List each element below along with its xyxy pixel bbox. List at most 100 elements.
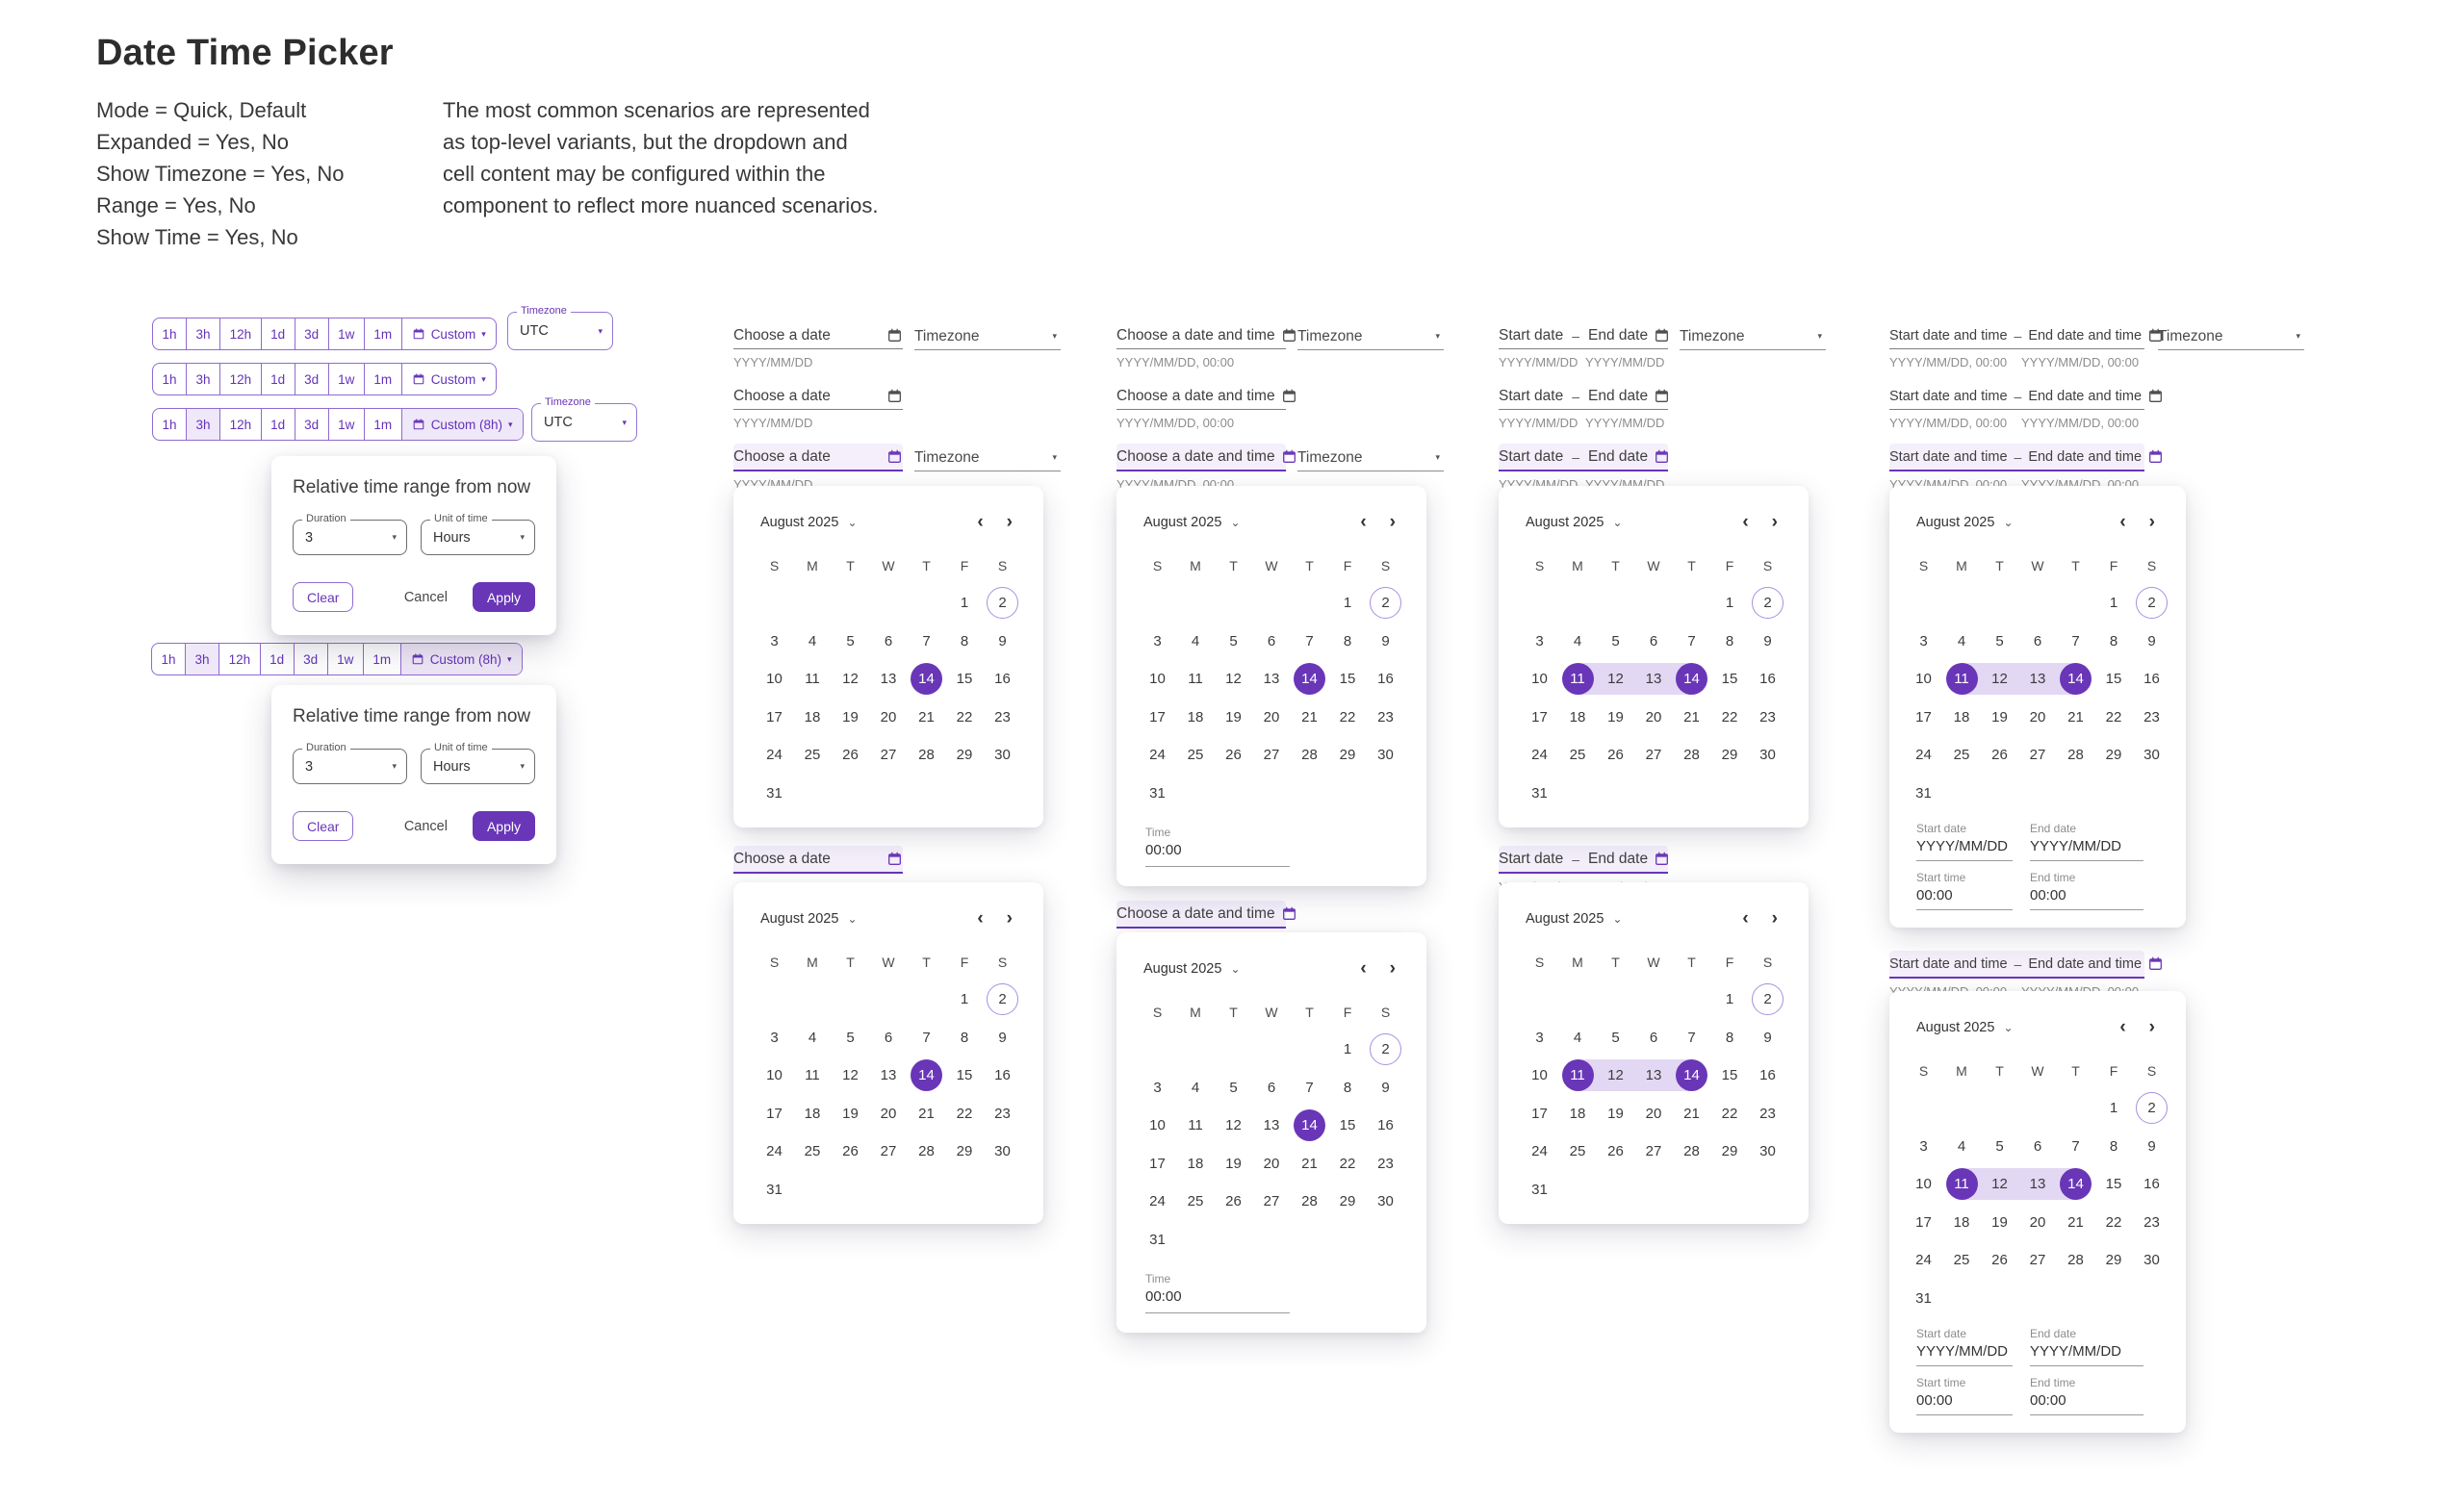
date-input-focused[interactable]: Choose a date YYYY/MM/DD <box>733 444 903 492</box>
calendar-day[interactable]: 8 <box>2109 1137 2118 1155</box>
calendar-day[interactable]: 25 <box>1569 747 1586 764</box>
calendar-day[interactable]: 26 <box>842 747 859 764</box>
calendar-day[interactable]: 17 <box>1915 1213 1932 1231</box>
calendar-day[interactable]: 20 <box>880 708 897 726</box>
calendar-day[interactable]: 2 <box>1367 584 1405 623</box>
calendar-day[interactable]: 30 <box>1759 1143 1776 1160</box>
custom-range-button[interactable]: Custom ▾ <box>400 364 496 395</box>
calendar-day[interactable]: 7 <box>1687 632 1696 649</box>
custom-range-button[interactable]: Custom (8h) ▾ <box>400 409 523 440</box>
month-label[interactable]: August 2025 <box>760 910 839 927</box>
calendar-day[interactable]: 3 <box>1919 1137 1928 1155</box>
next-month-button[interactable]: › <box>1006 512 1013 532</box>
calendar-day[interactable]: 2 <box>984 584 1022 623</box>
calendar-day[interactable]: 14 <box>1291 660 1329 699</box>
month-label[interactable]: August 2025 <box>1526 910 1604 927</box>
calendar-day[interactable]: 19 <box>1607 708 1624 726</box>
clear-button[interactable]: Clear <box>293 811 354 841</box>
calendar-day[interactable]: 10 <box>1531 671 1548 688</box>
calendar-day[interactable]: 24 <box>766 1143 783 1160</box>
calendar-day[interactable]: 28 <box>918 747 935 764</box>
calendar-day[interactable]: 15 <box>1721 671 1738 688</box>
calendar-day[interactable]: 8 <box>960 1029 969 1046</box>
calendar-day[interactable]: 16 <box>1759 1067 1776 1084</box>
calendar-day[interactable]: 25 <box>1953 747 1970 764</box>
time-field[interactable]: Time 00:00 <box>1145 826 1290 867</box>
calendar-day[interactable]: 10 <box>1149 1117 1166 1134</box>
date-range-input[interactable]: Start date – End date YYYY/MM/DD YYYY/MM/DD <box>1499 322 1669 369</box>
calendar-day[interactable]: 21 <box>1683 708 1700 726</box>
calendar-day[interactable]: 10 <box>766 671 783 688</box>
calendar-day[interactable]: 9 <box>998 1029 1007 1046</box>
quick-option-1m[interactable]: 1m <box>362 644 400 675</box>
calendar-day[interactable]: 30 <box>2143 1252 2160 1269</box>
calendar-day[interactable]: 22 <box>1339 1155 1356 1172</box>
calendar-day[interactable]: 30 <box>1377 747 1394 764</box>
calendar-day[interactable]: 17 <box>1149 708 1166 726</box>
calendar-day[interactable]: 23 <box>1759 708 1776 726</box>
calendar-day[interactable]: 8 <box>1725 1029 1734 1046</box>
timezone-select[interactable]: Timezone ▾ <box>1297 445 1444 471</box>
calendar-day[interactable]: 22 <box>1721 1105 1738 1122</box>
calendar-day[interactable]: 1 <box>1725 595 1734 612</box>
date-input-focused[interactable]: Choose a date <box>733 846 903 874</box>
calendar-day[interactable]: 23 <box>2143 708 2160 726</box>
calendar-day[interactable]: 10 <box>1149 671 1166 688</box>
calendar-day[interactable]: 7 <box>922 1029 931 1046</box>
calendar-day[interactable]: 6 <box>1267 632 1276 649</box>
quick-option-1h[interactable]: 1h <box>162 371 177 387</box>
calendar-day[interactable]: 7 <box>1305 1079 1314 1096</box>
calendar-day[interactable]: 20 <box>880 1105 897 1122</box>
calendar-day[interactable]: 13 <box>880 671 897 688</box>
calendar-day[interactable]: 27 <box>880 1143 897 1160</box>
calendar-day[interactable]: 19 <box>842 1105 859 1122</box>
quick-option-1w[interactable]: 1w <box>327 364 364 395</box>
calendar-day[interactable]: 28 <box>2067 747 2084 764</box>
time-field[interactable]: Time 00:00 <box>1145 1272 1290 1313</box>
calendar-day[interactable]: 30 <box>994 1143 1011 1160</box>
calendar-day[interactable]: 18 <box>1187 1155 1204 1172</box>
date-input[interactable]: Choose a date YYYY/MM/DD <box>733 383 903 430</box>
calendar-day[interactable]: 31 <box>1149 1231 1166 1248</box>
calendar-day[interactable]: 9 <box>2147 632 2156 649</box>
timezone-select[interactable]: Timezone ▾ <box>914 323 1061 350</box>
apply-button[interactable]: Apply <box>472 811 535 841</box>
calendar-day[interactable]: 17 <box>766 1105 783 1122</box>
calendar-day[interactable]: 8 <box>2109 632 2118 649</box>
calendar-day[interactable]: 27 <box>2029 1252 2046 1269</box>
calendar-day[interactable]: 1 <box>1725 991 1734 1008</box>
calendar-day[interactable]: 7 <box>1305 632 1314 649</box>
unit-of-time-select[interactable]: Unit of time Hours ▾ <box>421 513 535 555</box>
calendar-day[interactable]: 8 <box>1343 1079 1352 1096</box>
datetime-input-focused[interactable]: Choose a date and time YYYY/MM/DD, 00:00 <box>1116 444 1296 492</box>
start-date-field[interactable]: Start date YYYY/MM/DD <box>1916 822 2013 861</box>
quick-option-3h[interactable]: 3h <box>185 644 219 675</box>
prev-month-button[interactable]: ‹ <box>1742 512 1749 532</box>
calendar-day[interactable]: 3 <box>770 632 779 649</box>
calendar-day[interactable]: 29 <box>2105 747 2122 764</box>
calendar-day[interactable]: 14 <box>2056 1165 2095 1204</box>
calendar-day[interactable]: 31 <box>1531 784 1548 802</box>
next-month-button[interactable]: › <box>1771 512 1778 532</box>
next-month-button[interactable]: › <box>2148 1017 2155 1037</box>
calendar-day[interactable]: 26 <box>1991 1252 2008 1269</box>
calendar-day[interactable]: 5 <box>1229 632 1238 649</box>
calendar-day[interactable]: 31 <box>1531 1181 1548 1198</box>
calendar-day[interactable]: 11 <box>805 1067 820 1084</box>
calendar-day[interactable]: 23 <box>1377 1155 1394 1172</box>
calendar-day[interactable]: 9 <box>2147 1137 2156 1155</box>
month-label[interactable]: August 2025 <box>760 514 839 530</box>
calendar-day[interactable]: 29 <box>1721 1143 1738 1160</box>
calendar-day[interactable]: 16 <box>994 1067 1011 1084</box>
calendar-day[interactable]: 12 <box>1225 1117 1242 1134</box>
calendar-day[interactable]: 12 <box>1225 671 1242 688</box>
calendar-day[interactable]: 11 <box>1188 1117 1203 1134</box>
calendar-day[interactable]: 17 <box>766 708 783 726</box>
calendar-day[interactable]: 7 <box>922 632 931 649</box>
calendar-day[interactable]: 14 <box>1672 660 1711 699</box>
quick-option-3h[interactable]: 3h <box>186 364 219 395</box>
quick-option-3d[interactable]: 3d <box>294 409 328 440</box>
calendar-day[interactable]: 12 <box>1596 660 1635 699</box>
end-date-field[interactable]: End date YYYY/MM/DD <box>2030 1327 2143 1366</box>
